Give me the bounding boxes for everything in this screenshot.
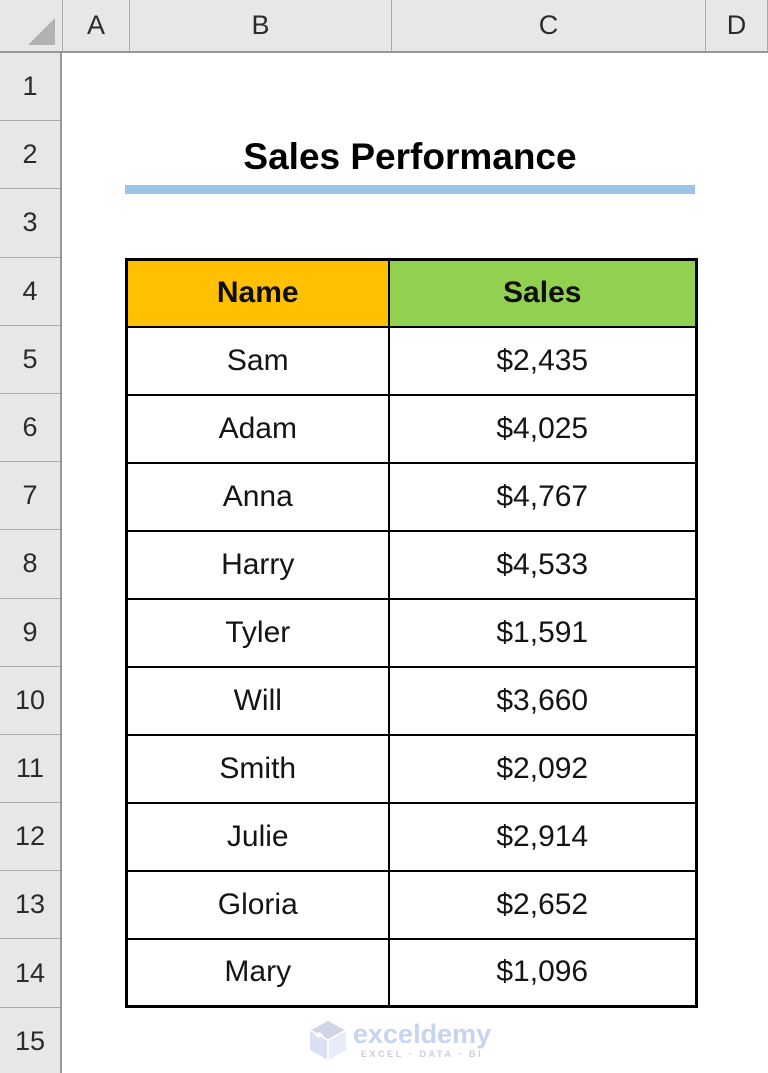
row-header-12[interactable]: 12 xyxy=(0,803,60,872)
table-row: Smith $2,092 xyxy=(125,733,698,804)
sales-cell[interactable]: $3,660 xyxy=(387,665,698,736)
column-header-row: A B C D xyxy=(0,0,768,53)
name-cell[interactable]: Mary xyxy=(125,937,390,1008)
sales-column-header[interactable]: Sales xyxy=(387,258,698,328)
row-header-8[interactable]: 8 xyxy=(0,530,60,599)
sales-cell[interactable]: $1,096 xyxy=(387,937,698,1008)
row-header-6[interactable]: 6 xyxy=(0,394,60,463)
name-cell[interactable]: Harry xyxy=(125,529,390,600)
row-header-3[interactable]: 3 xyxy=(0,189,60,258)
sales-cell[interactable]: $2,914 xyxy=(387,801,698,872)
name-cell[interactable]: Julie xyxy=(125,801,390,872)
select-all-corner[interactable] xyxy=(0,0,63,51)
row-header-14[interactable]: 14 xyxy=(0,939,60,1008)
row-header-10[interactable]: 10 xyxy=(0,667,60,735)
row-header-column: 1 2 3 4 5 6 7 8 9 10 11 12 13 14 15 xyxy=(0,53,62,1073)
table-row: Harry $4,533 xyxy=(125,529,698,600)
name-cell[interactable]: Gloria xyxy=(125,869,390,940)
name-cell[interactable]: Sam xyxy=(125,325,390,396)
column-header-c[interactable]: C xyxy=(392,0,706,51)
name-column-header[interactable]: Name xyxy=(125,258,390,328)
name-cell[interactable]: Anna xyxy=(125,461,390,532)
name-cell[interactable]: Will xyxy=(125,665,390,736)
watermark-tagline: EXCEL · DATA · BI xyxy=(360,1049,484,1059)
name-cell[interactable]: Tyler xyxy=(125,597,390,668)
select-all-triangle-icon xyxy=(28,18,55,45)
sales-cell[interactable]: $4,533 xyxy=(387,529,698,600)
name-cell[interactable]: Smith xyxy=(125,733,390,804)
row-header-5[interactable]: 5 xyxy=(0,326,60,394)
sheet-title[interactable]: Sales Performance xyxy=(243,136,577,177)
sales-table: Name Sales Sam $2,435 Adam $4,025 Anna $… xyxy=(125,258,698,1008)
row-header-9[interactable]: 9 xyxy=(0,599,60,667)
row-header-2[interactable]: 2 xyxy=(0,121,60,190)
table-row: Adam $4,025 xyxy=(125,393,698,464)
sales-cell[interactable]: $2,435 xyxy=(387,325,698,396)
sales-cell[interactable]: $2,092 xyxy=(387,733,698,804)
sales-cell[interactable]: $4,767 xyxy=(387,461,698,532)
watermark-text: exceldemy EXCEL · DATA · BI xyxy=(353,1019,492,1060)
table-row: Anna $4,767 xyxy=(125,461,698,532)
watermark-brand: exceldemy xyxy=(353,1019,492,1049)
row-header-4[interactable]: 4 xyxy=(0,258,60,326)
table-row: Will $3,660 xyxy=(125,665,698,736)
table-header-row: Name Sales xyxy=(125,258,698,328)
sales-cell[interactable]: $2,652 xyxy=(387,869,698,940)
column-header-d[interactable]: D xyxy=(706,0,768,51)
exceldemy-logo-icon xyxy=(308,1019,348,1060)
name-cell[interactable]: Adam xyxy=(125,393,390,464)
column-header-b[interactable]: B xyxy=(130,0,392,51)
row-header-7[interactable]: 7 xyxy=(0,462,60,531)
row-header-11[interactable]: 11 xyxy=(0,735,60,804)
sales-cell[interactable]: $4,025 xyxy=(387,393,698,464)
row-header-13[interactable]: 13 xyxy=(0,871,60,940)
table-row: Mary $1,096 xyxy=(125,937,698,1008)
sales-cell[interactable]: $1,591 xyxy=(387,597,698,668)
table-row: Gloria $2,652 xyxy=(125,869,698,940)
exceldemy-watermark: exceldemy EXCEL · DATA · BI xyxy=(308,1019,491,1061)
row-header-15[interactable]: 15 xyxy=(0,1008,60,1073)
table-row: Tyler $1,591 xyxy=(125,597,698,668)
table-row: Sam $2,435 xyxy=(125,325,698,396)
column-header-a[interactable]: A xyxy=(63,0,130,51)
title-underline xyxy=(125,185,695,194)
row-header-1[interactable]: 1 xyxy=(0,53,60,122)
table-row: Julie $2,914 xyxy=(125,801,698,872)
